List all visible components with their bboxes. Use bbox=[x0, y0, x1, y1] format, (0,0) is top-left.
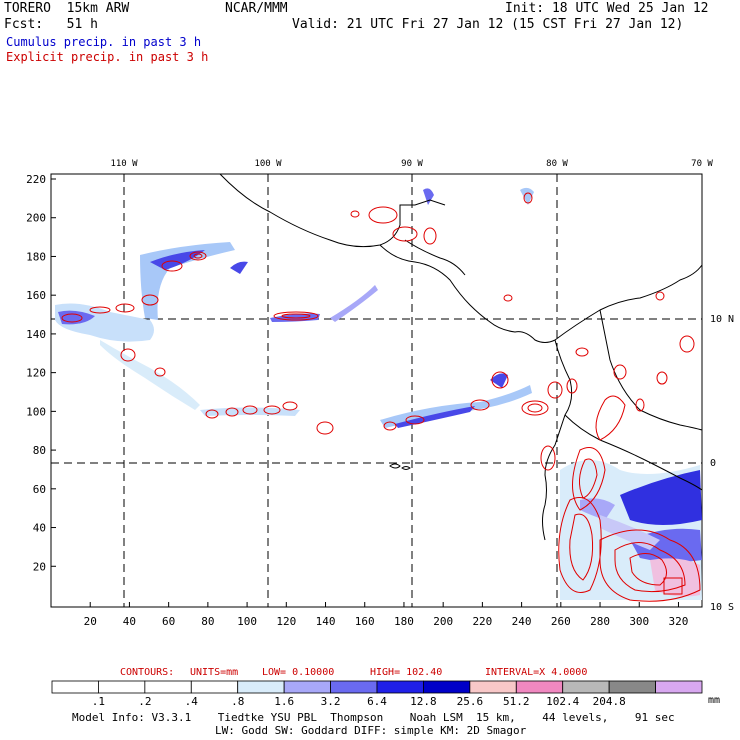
init-time: Init: 18 UTC Wed 25 Jan 12 bbox=[505, 1, 709, 16]
y-tick-label: 180 bbox=[26, 250, 46, 263]
colorbar-swatch bbox=[423, 680, 471, 694]
colorbar-label: 12.8 bbox=[410, 695, 437, 708]
x-tick-label: 200 bbox=[433, 615, 453, 628]
colorbar-swatch bbox=[98, 680, 146, 694]
x-tick-label: 160 bbox=[355, 615, 375, 628]
lat-label: 10 N bbox=[710, 314, 734, 325]
x-tick-label: 280 bbox=[590, 615, 610, 628]
y-tick-label: 60 bbox=[33, 483, 46, 496]
colorbar-swatch bbox=[51, 680, 99, 694]
colorbar-unit: mm bbox=[708, 695, 720, 706]
colorbar-label: .8 bbox=[231, 695, 244, 708]
coastlines bbox=[219, 173, 703, 541]
x-tick-label: 240 bbox=[512, 615, 532, 628]
lat-label: 10 S bbox=[710, 602, 734, 613]
x-tick-label: 260 bbox=[551, 615, 571, 628]
colorbar-swatch bbox=[330, 680, 378, 694]
lon-label: 90 W bbox=[401, 159, 423, 169]
x-tick-label: 140 bbox=[316, 615, 336, 628]
valid-time: Valid: 21 UTC Fri 27 Jan 12 (15 CST Fri … bbox=[292, 17, 684, 32]
lon-label: 100 W bbox=[254, 159, 282, 169]
x-tick-label: 40 bbox=[123, 615, 136, 628]
y-tick-label: 220 bbox=[26, 173, 46, 186]
y-tick-label: 140 bbox=[26, 328, 46, 341]
contours-label: CONTOURS: bbox=[120, 667, 175, 678]
colorbar-label: 1.6 bbox=[274, 695, 294, 708]
x-tick-label: 180 bbox=[394, 615, 414, 628]
model-info-line1: Model Info: V3.3.1 Tiedtke YSU PBL Thomp… bbox=[72, 711, 675, 724]
colorbar-label: .1 bbox=[92, 695, 105, 708]
colorbar-swatch bbox=[237, 680, 285, 694]
colorbar-label: 102.4 bbox=[546, 695, 579, 708]
x-tick-label: 300 bbox=[629, 615, 649, 628]
model-name: TORERO 15km ARW bbox=[4, 1, 130, 16]
y-tick-label: 40 bbox=[33, 522, 46, 535]
colorbar-swatch bbox=[515, 680, 564, 694]
left-y-ticks: 220 200 180 160 140 120 100 80 60 40 20 bbox=[26, 173, 56, 573]
model-info-line2: LW: Godd SW: Goddard DIFF: simple KM: 2D… bbox=[215, 724, 527, 737]
colorbar-swatch bbox=[608, 680, 656, 694]
colorbar-swatch bbox=[144, 680, 192, 694]
colorbar-swatch bbox=[376, 680, 424, 694]
colorbar: .1 .2 .4 .8 1.6 3.2 6.4 12.8 25.6 51.2 102.4 204.8 m… bbox=[51, 680, 720, 708]
y-tick-label: 120 bbox=[26, 367, 46, 380]
contours-high: HIGH= 102.40 bbox=[370, 667, 443, 678]
y-tick-label: 200 bbox=[26, 212, 46, 225]
org-name: NCAR/MMM bbox=[225, 1, 288, 16]
x-tick-label: 320 bbox=[669, 615, 689, 628]
x-tick-label: 220 bbox=[472, 615, 492, 628]
right-lat-labels: 10 N 0 10 S bbox=[710, 314, 734, 613]
x-tick-label: 60 bbox=[162, 615, 175, 628]
lon-label: 80 W bbox=[546, 159, 568, 169]
lat-lon-grid bbox=[51, 174, 702, 607]
top-lon-labels: 110 W 100 W 90 W 80 W 70 W bbox=[110, 159, 713, 169]
x-tick-label: 80 bbox=[201, 615, 214, 628]
y-tick-label: 20 bbox=[33, 560, 46, 573]
colorbar-swatch bbox=[190, 680, 239, 694]
colorbar-label: 3.2 bbox=[321, 695, 341, 708]
contours-low: LOW= 0.10000 bbox=[262, 667, 335, 678]
forecast-hour: Fcst: 51 h bbox=[4, 17, 98, 32]
lon-label: 110 W bbox=[110, 159, 138, 169]
colorbar-label: .4 bbox=[185, 695, 199, 708]
colorbar-label: 51.2 bbox=[503, 695, 530, 708]
colorbar-swatch bbox=[469, 680, 517, 694]
colorbar-label: 204.8 bbox=[593, 695, 626, 708]
colorbar-swatch bbox=[283, 680, 331, 694]
lon-label: 70 W bbox=[691, 159, 713, 169]
legend-explicit: Explicit precip. in past 3 h bbox=[6, 50, 209, 64]
contours-units: UNITS=mm bbox=[190, 667, 239, 678]
colorbar-label: .2 bbox=[138, 695, 151, 708]
x-tick-label: 120 bbox=[276, 615, 296, 628]
explicit-precip-contours bbox=[61, 192, 701, 602]
lat-label: 0 bbox=[710, 458, 716, 469]
legend-cumulus: Cumulus precip. in past 3 h bbox=[6, 35, 202, 49]
x-tick-label: 100 bbox=[237, 615, 257, 628]
y-tick-label: 80 bbox=[33, 444, 46, 457]
contours-interval: INTERVAL=X 4.0000 bbox=[485, 667, 588, 678]
colorbar-swatch bbox=[655, 680, 703, 694]
y-tick-label: 100 bbox=[26, 405, 46, 418]
colorbar-swatch bbox=[562, 680, 610, 694]
y-tick-label: 160 bbox=[26, 289, 46, 302]
x-tick-label: 20 bbox=[84, 615, 97, 628]
colorbar-label: 6.4 bbox=[367, 695, 387, 708]
bottom-x-ticks: 20 40 60 80 100 120 140 160 180 200 220 240 260 280 30… bbox=[84, 602, 689, 628]
colorbar-label: 25.6 bbox=[457, 695, 484, 708]
